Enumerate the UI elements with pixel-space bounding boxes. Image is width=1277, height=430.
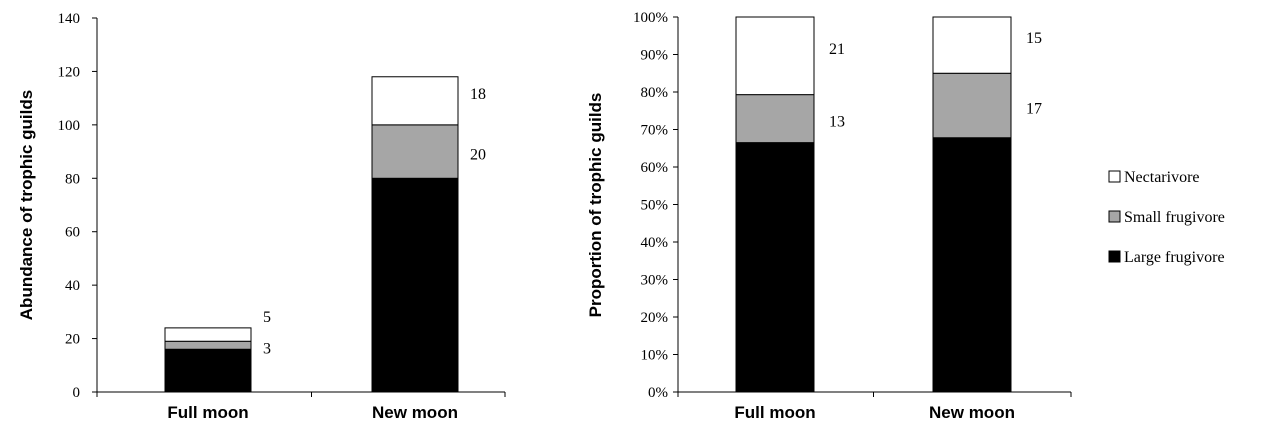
y-tick-label: 10%	[641, 348, 669, 364]
data-label: 20	[470, 147, 486, 164]
y-axis-title: Abundance of trophic guilds	[17, 90, 36, 320]
proportion-chart: 0% 10% 20% 30% 40% 50% 60% 70% 80% 90% 100% Proport…	[586, 10, 1072, 422]
bar-nectarivore	[932, 16, 1012, 74]
y-tick-label: 70%	[641, 123, 669, 139]
y-axis-title: Proportion of trophic guilds	[586, 93, 605, 318]
y-tick-label: 140	[58, 11, 81, 27]
bar-small-frugivore	[164, 340, 252, 350]
bar-nectarivore	[371, 76, 459, 126]
data-label: 15	[1026, 30, 1042, 47]
y-tick-label: 100	[58, 118, 81, 134]
y-tick-label: 80%	[641, 85, 669, 101]
bar-nectarivore	[164, 327, 252, 342]
legend-label: Nectarivore	[1124, 169, 1200, 186]
y-tick-label: 60%	[641, 160, 669, 176]
y-tick-label: 0%	[648, 385, 668, 401]
bar-large-frugivore	[164, 348, 252, 393]
bar-small-frugivore	[932, 72, 1012, 139]
y-tick-label: 30%	[641, 273, 669, 289]
y-tick-label: 80	[65, 171, 80, 187]
y-tick-label: 60	[65, 225, 80, 241]
bar-small-frugivore	[371, 124, 459, 179]
y-tick-label: 0	[73, 385, 81, 401]
data-label: 13	[829, 114, 845, 131]
abundance-chart: 0 20 40 60 80 100 120 140 Abundance of trophic g…	[17, 11, 506, 422]
data-label: 17	[1026, 101, 1042, 118]
x-category-label: New moon	[372, 403, 458, 422]
bar-large-frugivore	[371, 177, 459, 393]
y-tick-label: 90%	[641, 48, 669, 64]
legend-label: Small frugivore	[1124, 209, 1225, 226]
data-label: 21	[829, 41, 845, 58]
bar-nectarivore	[735, 16, 815, 96]
y-tick-label: 120	[58, 64, 81, 80]
legend-swatch-large-frugivore	[1108, 250, 1121, 263]
data-label: 18	[470, 86, 486, 103]
x-category-label: Full moon	[734, 403, 815, 422]
bar-small-frugivore	[735, 94, 815, 144]
y-tick-label: 50%	[641, 198, 669, 214]
bar-large-frugivore	[932, 137, 1012, 393]
legend-swatch-small-frugivore	[1108, 210, 1121, 223]
x-category-label: New moon	[929, 403, 1015, 422]
y-tick-label: 100%	[633, 10, 668, 26]
legend-label: Large frugivore	[1124, 249, 1225, 266]
x-category-label: Full moon	[167, 403, 248, 422]
y-tick-label: 20%	[641, 310, 669, 326]
y-tick-label: 40	[65, 278, 80, 294]
y-tick-label: 40%	[641, 235, 669, 251]
bar-large-frugivore	[735, 142, 815, 393]
legend: Nectarivore Small frugivore Large frugivor…	[1108, 169, 1225, 266]
data-label: 3	[263, 340, 271, 357]
y-tick-label: 20	[65, 332, 80, 348]
data-label: 5	[263, 309, 271, 326]
legend-swatch-nectarivore	[1108, 170, 1121, 183]
